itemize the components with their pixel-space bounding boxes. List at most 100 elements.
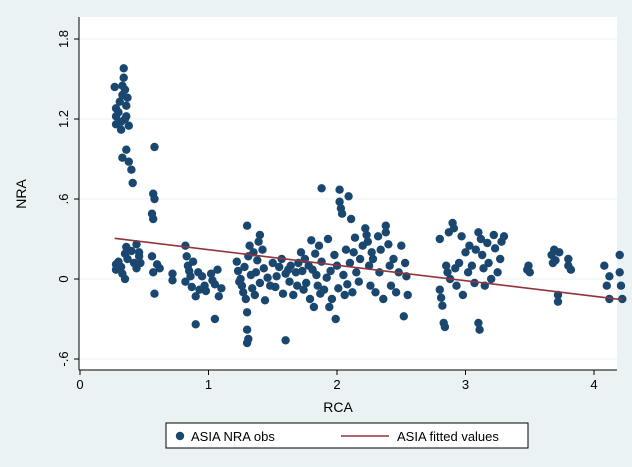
- legend-marker-obs: [175, 431, 185, 441]
- data-point: [381, 228, 390, 237]
- data-point: [496, 254, 505, 264]
- data-point: [366, 281, 375, 290]
- data-point: [373, 232, 383, 241]
- data-point: [352, 268, 361, 277]
- legend: ASIA NRA obs ASIA fitted values: [165, 422, 529, 449]
- data-point: [475, 325, 484, 334]
- data-point: [327, 294, 337, 304]
- data-point: [553, 297, 563, 306]
- data-point: [255, 278, 265, 288]
- data-point: [313, 281, 322, 290]
- data-point: [239, 288, 248, 297]
- fitted-line: [114, 237, 623, 301]
- data-point: [123, 254, 132, 264]
- data-point: [236, 274, 245, 284]
- data-point: [271, 282, 280, 292]
- data-point: [272, 272, 281, 281]
- data-point: [551, 256, 560, 265]
- data-point: [127, 165, 136, 174]
- data-point: [325, 302, 334, 312]
- data-point: [245, 241, 254, 250]
- data-point: [337, 209, 347, 218]
- data-point: [122, 112, 131, 121]
- data-point: [214, 292, 223, 301]
- data-point: [442, 261, 451, 270]
- data-point: [330, 250, 339, 260]
- data-point: [201, 286, 211, 296]
- data-point: [323, 234, 333, 244]
- data-point: [312, 270, 321, 280]
- data-point: [275, 262, 284, 272]
- data-point: [124, 121, 133, 130]
- data-point: [524, 261, 533, 270]
- data-point: [458, 290, 468, 300]
- data-point: [242, 325, 252, 334]
- data-point: [132, 240, 141, 249]
- data-point: [251, 268, 261, 277]
- data-point: [371, 288, 380, 297]
- data-point: [314, 241, 324, 250]
- data-point: [397, 241, 406, 250]
- data-point: [525, 268, 534, 277]
- data-point: [346, 214, 356, 224]
- data-point: [147, 252, 157, 261]
- data-point: [499, 232, 509, 241]
- data-point: [381, 221, 390, 230]
- data-point: [305, 294, 315, 304]
- data-point: [615, 250, 624, 260]
- data-point: [181, 277, 190, 286]
- data-point: [217, 284, 226, 293]
- data-point: [150, 142, 159, 152]
- data-point: [345, 258, 355, 268]
- data-point: [443, 268, 452, 277]
- data-point: [471, 245, 480, 254]
- y-tick-label: -.6: [56, 351, 71, 366]
- data-point: [461, 248, 470, 257]
- legend-label-obs: ASIA NRA obs: [191, 429, 275, 444]
- data-point: [322, 273, 331, 282]
- data-point: [122, 145, 131, 154]
- data-point: [465, 241, 474, 250]
- data-point: [210, 314, 220, 324]
- data-point: [263, 273, 272, 282]
- y-axis-title: NRA: [13, 179, 29, 209]
- data-point: [615, 268, 624, 277]
- data-point: [120, 274, 130, 284]
- data-point: [134, 248, 144, 257]
- data-point: [343, 280, 352, 289]
- data-point: [490, 244, 500, 253]
- data-point: [191, 320, 200, 329]
- data-point: [258, 245, 267, 254]
- data-point: [479, 264, 488, 273]
- data-point: [452, 281, 461, 290]
- data-point: [186, 272, 195, 281]
- data-point: [254, 237, 263, 246]
- data-point: [119, 73, 128, 82]
- data-point: [335, 185, 344, 194]
- data-point: [344, 192, 353, 201]
- data-point: [566, 265, 576, 274]
- data-point: [188, 257, 198, 266]
- data-point: [150, 194, 159, 204]
- x-tick-label: 3: [462, 377, 469, 392]
- data-point: [350, 233, 360, 242]
- data-point: [309, 302, 319, 312]
- data-point: [210, 280, 220, 289]
- data-point: [240, 262, 249, 272]
- data-point: [348, 288, 357, 297]
- data-point: [339, 270, 348, 280]
- x-tick-label: 1: [205, 377, 212, 392]
- data-point: [127, 246, 136, 256]
- data-point: [361, 224, 370, 233]
- data-point: [182, 252, 191, 261]
- data-point: [114, 108, 123, 117]
- data-point: [470, 278, 479, 288]
- data-point: [259, 264, 268, 273]
- data-point: [237, 281, 247, 290]
- data-point: [118, 153, 127, 162]
- data-point: [484, 258, 493, 268]
- data-point: [116, 262, 126, 272]
- data-point: [600, 261, 609, 270]
- data-point: [367, 248, 376, 257]
